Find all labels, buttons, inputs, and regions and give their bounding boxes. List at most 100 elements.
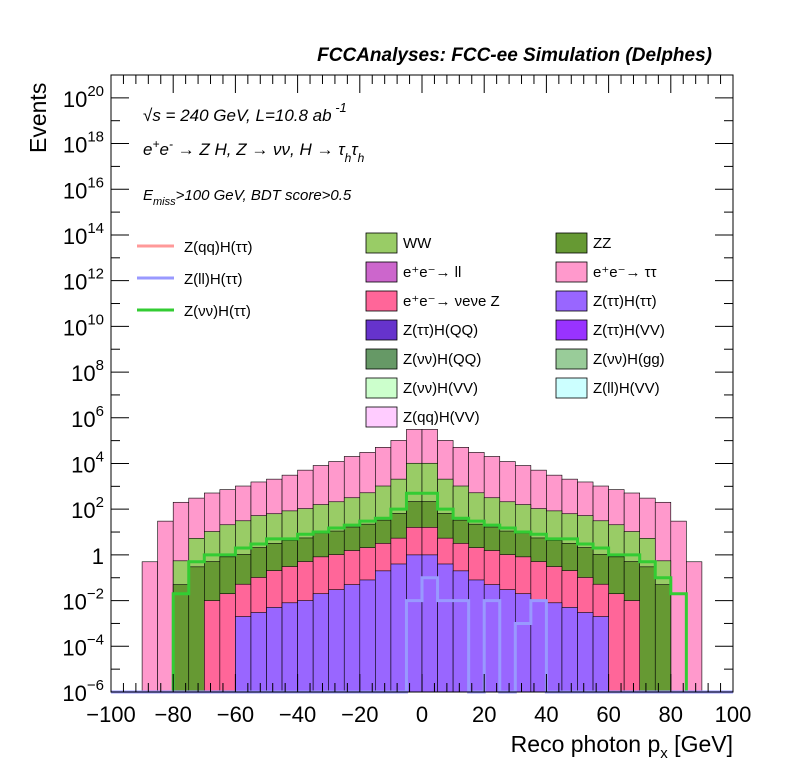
legend-swatch <box>365 261 398 283</box>
y-tick-label: 10−6 <box>62 677 104 706</box>
legend-label: Z(ττ)H(VV) <box>593 322 665 339</box>
bar <box>654 584 672 693</box>
legend-signals: Z(qq)H(ττ) Z(ll)H(ττ) Z(νν)H(ττ) <box>137 239 253 320</box>
selection-annotation: Emiss>100 GeV, BDT score>0.5 <box>143 187 352 208</box>
bar <box>250 612 267 693</box>
legend-swatch <box>555 348 588 370</box>
x-tick-label: 0 <box>416 702 428 727</box>
legend-label: Z(ττ)H(QQ) <box>403 322 478 339</box>
bar <box>639 566 656 693</box>
bar <box>188 566 205 693</box>
legend-label: e⁺e⁻→ ll <box>403 264 461 281</box>
legend-label: Z(νν)H(ττ) <box>184 303 251 320</box>
energy-annotation-text: √s = 240 GeV, L=10.8 ab -1 <box>143 100 347 125</box>
x-axis-title: Reco photon px [GeV] <box>511 731 733 762</box>
x-tick-label: 80 <box>659 702 683 727</box>
bar <box>359 579 376 693</box>
legend-label: Z(ll)H(VV) <box>593 380 660 397</box>
legend-label: Z(νν)H(VV) <box>403 380 478 397</box>
legend-label: Z(ll)H(ττ) <box>184 271 243 288</box>
bar <box>375 570 392 693</box>
x-tick-label: 60 <box>596 702 620 727</box>
bar <box>312 593 329 693</box>
legend-swatch <box>555 232 588 254</box>
bar <box>141 561 158 693</box>
legend-swatch <box>555 377 588 399</box>
legend-label: Z(qq)H(ττ) <box>184 239 253 256</box>
x-tick-label: −40 <box>279 702 316 727</box>
bar <box>281 602 298 693</box>
axis-ticks: −100 −80 −60 −40 −20 0 20 40 60 80 100 10−6 10−4 10−2… <box>62 74 752 727</box>
y-tick-label: 1010 <box>63 311 104 340</box>
legend-label: WW <box>403 235 432 252</box>
bar <box>421 554 438 693</box>
bar <box>623 600 641 693</box>
y-tick-label: 1018 <box>63 129 104 158</box>
bar <box>514 593 532 693</box>
legend-swatch <box>365 406 398 428</box>
y-tick-label: 1012 <box>63 266 104 295</box>
bar <box>452 570 469 693</box>
legend-swatch <box>365 232 398 254</box>
x-tick-label: 40 <box>534 702 558 727</box>
y-tick-label: 1014 <box>63 220 104 249</box>
y-tick-label: 10−4 <box>62 631 104 660</box>
x-tick-label: 100 <box>715 702 752 727</box>
process-annotation: e+e- → Z H, Z → νν, H → τhτh <box>143 137 365 165</box>
legend-label: Z(qq)H(VV) <box>403 409 480 426</box>
bar <box>390 563 407 693</box>
energy-annotation: √s = 240 GeV, L=10.8 ab -1 <box>143 100 347 125</box>
bar <box>343 584 361 693</box>
bar <box>592 616 609 693</box>
bar <box>530 600 547 693</box>
y-axis-title: Events <box>25 83 51 153</box>
bar <box>172 584 190 693</box>
y-tick-label: 108 <box>71 357 104 386</box>
bar <box>499 589 516 693</box>
bar <box>608 593 625 693</box>
bar <box>577 612 594 693</box>
bar <box>235 616 252 693</box>
bar <box>219 593 236 693</box>
bar <box>297 600 314 693</box>
selection-annotation-text: Emiss>100 GeV, BDT score>0.5 <box>143 187 352 208</box>
legend-swatch <box>555 261 588 283</box>
bar <box>686 561 703 693</box>
y-tick-label: 106 <box>71 403 104 432</box>
legend-label: ZZ <box>593 235 611 252</box>
x-tick-label: 20 <box>472 702 496 727</box>
legend-label: e⁺e⁻→ ττ <box>593 264 657 281</box>
legend-swatch <box>365 319 398 341</box>
bar <box>266 607 283 693</box>
bar <box>204 600 221 693</box>
legend-label: Z(νν)H(gg) <box>593 351 665 368</box>
y-tick-label: 1020 <box>63 83 104 112</box>
legend-swatch <box>365 348 398 370</box>
legend-swatch <box>555 290 588 312</box>
bar <box>437 563 454 693</box>
y-tick-label: 1 <box>92 544 104 569</box>
bar <box>328 589 345 693</box>
chart-title: FCCAnalyses: FCC-ee Simulation (Delphes) <box>317 45 712 66</box>
x-tick-label: −60 <box>217 702 254 727</box>
bar <box>406 554 423 693</box>
x-tick-label: −80 <box>155 702 192 727</box>
y-tick-label: 10−2 <box>62 586 104 615</box>
legend-backgrounds: WW ZZ e⁺e⁻→ ll e⁺e⁻→ ττ e⁺e⁻→ νeνe Z Z(ττ)H(τ… <box>365 232 665 428</box>
y-tick-label: 1016 <box>63 174 104 203</box>
legend-label: Z(νν)H(QQ) <box>403 351 481 368</box>
bar <box>157 520 174 693</box>
legend-label: e⁺e⁻→ νeνe Z <box>403 293 500 310</box>
legend-swatch <box>365 290 398 312</box>
process-annotation-text: e+e- → Z H, Z → νν, H → τhτh <box>143 137 365 165</box>
y-tick-label: 104 <box>71 448 104 477</box>
bar <box>546 602 563 693</box>
x-tick-label: −20 <box>341 702 378 727</box>
bar <box>670 520 687 693</box>
signal-line-0 <box>111 491 733 694</box>
legend-swatch <box>365 377 398 399</box>
legend-swatch <box>555 319 588 341</box>
legend-label: Z(ττ)H(ττ) <box>593 293 657 310</box>
x-tick-label: −100 <box>86 702 136 727</box>
